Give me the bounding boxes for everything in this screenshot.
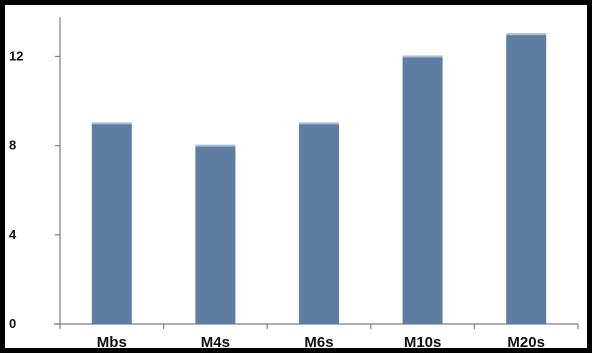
bar-m4s [195,145,236,324]
y-axis-ticks: 0 4 8 12 [9,48,60,331]
bar-top-edge [506,33,547,36]
x-category-label: M20s [507,334,545,351]
bar-mbs [91,123,132,324]
bar-m10s [402,56,443,324]
bar-top-edge [402,55,443,58]
x-category-label: M10s [404,334,442,351]
x-category-label: M6s [304,334,333,351]
y-tick-label: 4 [9,227,17,242]
y-tick-label: 0 [9,316,16,331]
bar-m6s [299,123,339,324]
y-tick-label: 8 [9,138,16,153]
bar-top-edge [299,122,339,125]
x-axis-ticks: Mbs M4s M6s M10s M20s [59,324,579,351]
bar-top-edge [195,144,236,147]
x-category-label: M4s [201,334,230,351]
y-tick-label: 12 [9,48,23,63]
bar-top-edge [91,122,132,125]
x-category-label: Mbs [97,334,127,351]
bar-series [91,33,547,325]
bar-m20s [506,34,547,325]
